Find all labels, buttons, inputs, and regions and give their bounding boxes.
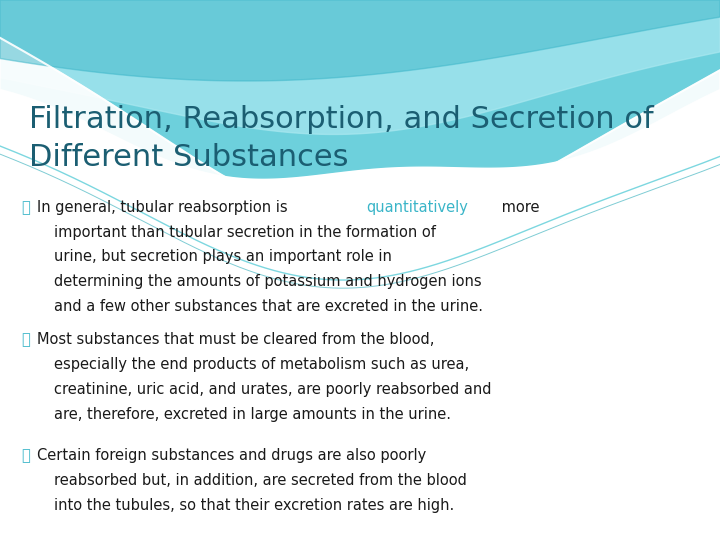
Text: into the tubules, so that their excretion rates are high.: into the tubules, so that their excretio… — [54, 498, 454, 513]
Text: In general, tubular reabsorption is: In general, tubular reabsorption is — [37, 200, 292, 215]
Text: quantitatively: quantitatively — [366, 200, 468, 215]
Text: especially the end products of metabolism such as urea,: especially the end products of metabolis… — [54, 357, 469, 372]
Text: reabsorbed but, in addition, are secreted from the blood: reabsorbed but, in addition, are secrete… — [54, 473, 467, 488]
Text: creatinine, uric acid, and urates, are poorly reabsorbed and: creatinine, uric acid, and urates, are p… — [54, 382, 492, 397]
Text: Most substances that must be cleared from the blood,: Most substances that must be cleared fro… — [37, 332, 434, 347]
Text: Certain foreign substances and drugs are also poorly: Certain foreign substances and drugs are… — [37, 448, 426, 463]
Polygon shape — [0, 0, 720, 178]
Text: ⶾ: ⶾ — [22, 448, 33, 463]
Polygon shape — [0, 0, 720, 134]
Text: are, therefore, excreted in large amounts in the urine.: are, therefore, excreted in large amount… — [54, 407, 451, 422]
Polygon shape — [0, 38, 720, 280]
Text: Different Substances: Different Substances — [29, 143, 348, 172]
Text: determining the amounts of potassium and hydrogen ions: determining the amounts of potassium and… — [54, 274, 482, 289]
Polygon shape — [0, 0, 720, 81]
Text: urine, but secretion plays an important role in: urine, but secretion plays an important … — [54, 249, 392, 265]
Text: ⶾ: ⶾ — [22, 332, 33, 347]
Text: more: more — [498, 200, 540, 215]
Text: Filtration, Reabsorption, and Secretion of: Filtration, Reabsorption, and Secretion … — [29, 105, 654, 134]
Text: and a few other substances that are excreted in the urine.: and a few other substances that are excr… — [54, 299, 483, 314]
Text: ⶾ: ⶾ — [22, 200, 33, 215]
Text: important than tubular secretion in the formation of: important than tubular secretion in the … — [54, 225, 436, 240]
